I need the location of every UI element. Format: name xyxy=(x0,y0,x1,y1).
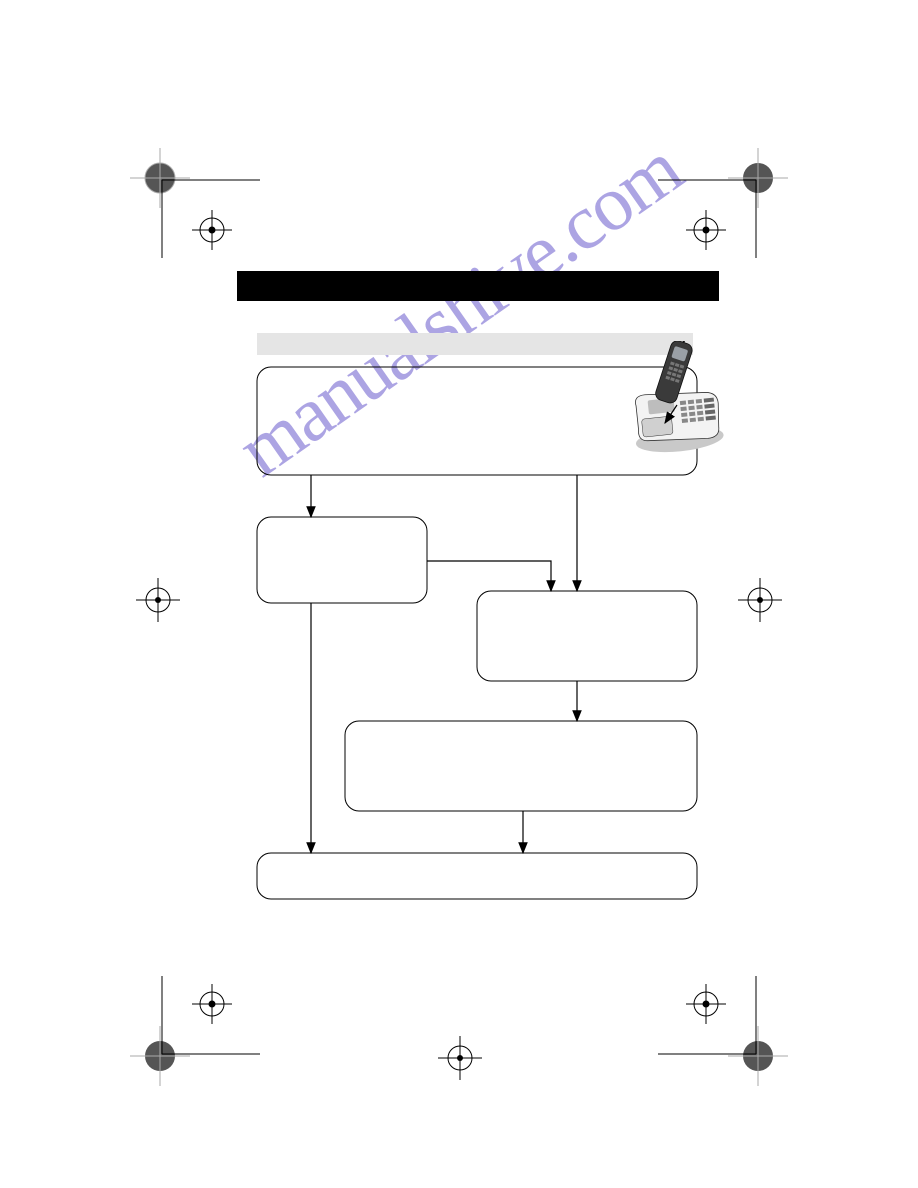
phone-illustration xyxy=(615,341,735,461)
flow-box-3 xyxy=(477,591,697,681)
crop-mark-bottom-left xyxy=(130,936,280,1086)
flow-box-2 xyxy=(257,517,427,603)
arrow-2-3 xyxy=(427,561,551,591)
crop-tick-right xyxy=(730,570,790,630)
flow-box-5 xyxy=(257,853,697,899)
crop-tick-left xyxy=(128,570,188,630)
page-content xyxy=(237,271,719,937)
flow-box-4 xyxy=(345,721,697,811)
crop-mark-bottom-right xyxy=(638,936,788,1086)
crop-tick-bottom xyxy=(430,1028,490,1088)
